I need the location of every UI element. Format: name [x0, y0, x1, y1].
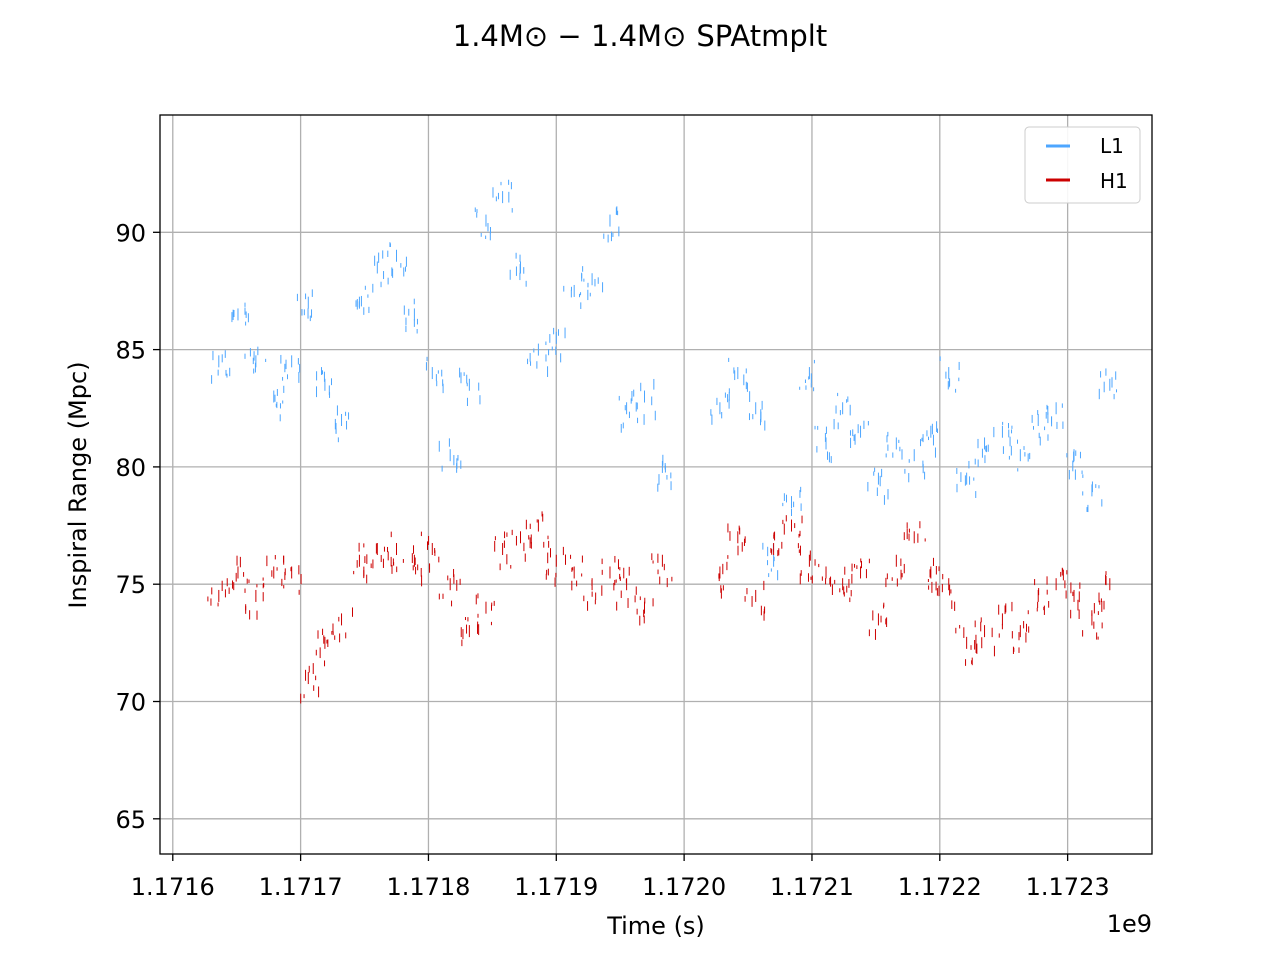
series-l1 — [211, 179, 1118, 581]
y-tick-label: 65 — [115, 806, 146, 834]
legend: L1 H1 — [1024, 126, 1141, 204]
x-tick-label: 1.1720 — [642, 873, 726, 901]
x-tick-label: 1.1723 — [1026, 873, 1110, 901]
x-offset-label: 1e9 — [1107, 910, 1152, 938]
x-tick-label: 1.1722 — [898, 873, 982, 901]
y-axis-label: Inspiral Range (Mpc) — [64, 361, 92, 608]
chart-title: 1.4M⊙ − 1.4M⊙ SPAtmplt — [453, 19, 827, 53]
legend-l1-label: L1 — [1100, 134, 1124, 158]
y-tick-label: 90 — [115, 219, 146, 247]
y-tick-label: 85 — [115, 337, 146, 365]
y-tick-label: 80 — [115, 454, 146, 482]
y-axis: 65 70 75 80 85 90 — [115, 219, 160, 834]
x-axis: 1.1716 1.1717 1.1718 1.1719 1.1720 1.1721 1.17… — [131, 854, 1110, 901]
grid — [160, 115, 1152, 854]
plot-frame — [159, 114, 1153, 855]
legend-h1-label: H1 — [1100, 169, 1128, 193]
x-tick-label: 1.1721 — [770, 873, 854, 901]
y-tick-label: 70 — [115, 689, 146, 717]
series-h1 — [207, 511, 1111, 704]
chart-title-suffix: SPAtmplt — [696, 19, 827, 53]
x-tick-label: 1.1717 — [259, 873, 343, 901]
chart-title-main: 1.4M⊙ − 1.4M⊙ — [453, 19, 687, 53]
x-axis-label: Time (s) — [606, 912, 705, 940]
x-tick-label: 1.1718 — [386, 873, 470, 901]
x-tick-label: 1.1716 — [131, 873, 215, 901]
x-tick-label: 1.1719 — [514, 873, 598, 901]
y-tick-label: 75 — [115, 571, 146, 599]
